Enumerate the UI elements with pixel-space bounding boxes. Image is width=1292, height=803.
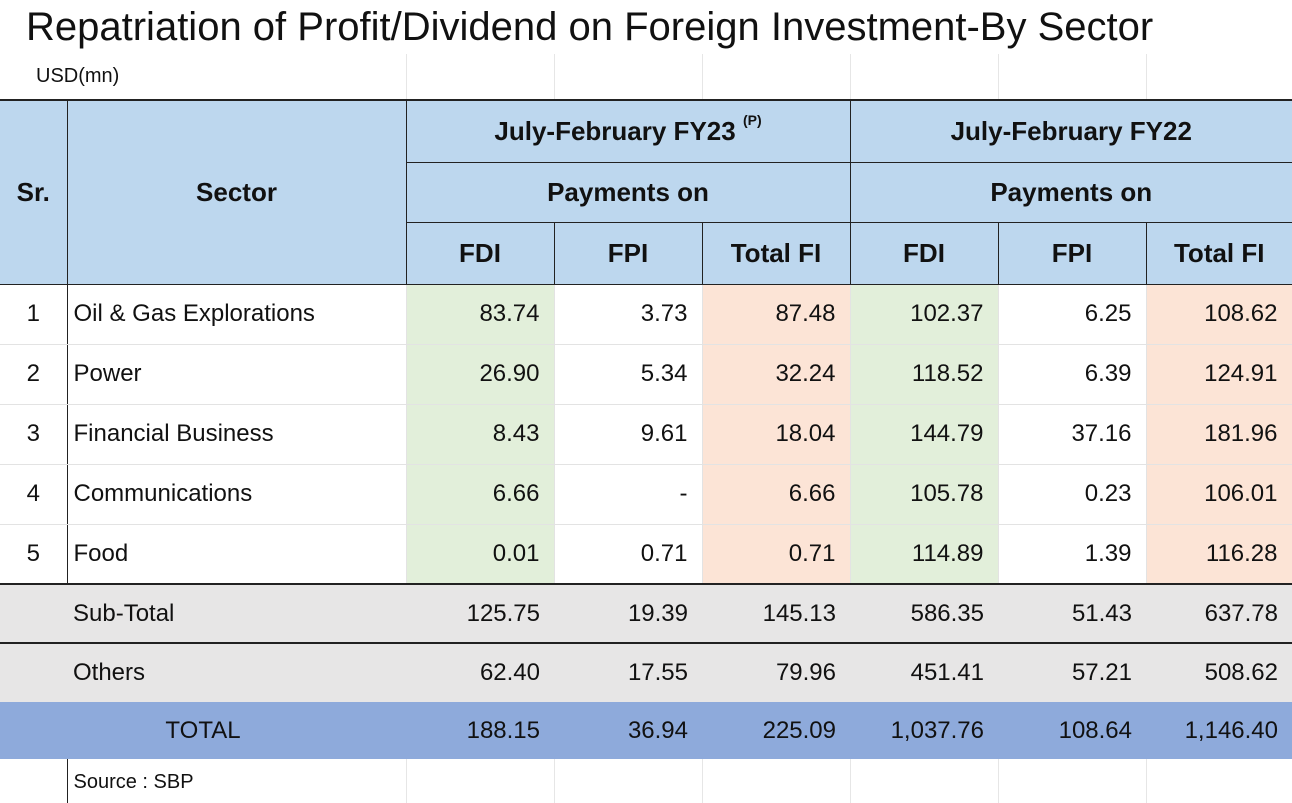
cell-fdi-fy22: 144.79 — [850, 404, 999, 465]
table-row: 5 Food 0.01 0.71 0.71 114.89 1.39 116.28 — [0, 524, 1292, 585]
row-sr: 4 — [0, 464, 68, 525]
cell-fpi-fy22: 6.25 — [998, 284, 1147, 345]
row-sector: Food — [67, 524, 407, 585]
source-row: Source : SBP — [0, 759, 1292, 803]
cell-fpi-fy23: - — [554, 464, 703, 525]
cell-fpi-fy22: 0.23 — [998, 464, 1147, 525]
row-sector: Financial Business — [67, 404, 407, 465]
header-sector: Sector — [66, 99, 407, 285]
source-note: Source : SBP — [67, 759, 407, 803]
subtotal-label: Sub-Total — [67, 584, 406, 644]
row-sector: Power — [67, 344, 407, 405]
cell-fpi-fy23: 5.34 — [554, 344, 703, 405]
row-sr: 5 — [0, 524, 68, 585]
total-label: TOTAL — [0, 702, 406, 759]
subtotal-fpi-fy22: 51.43 — [998, 584, 1146, 644]
cell-total-fi-fy22: 116.28 — [1146, 524, 1292, 585]
total-row: TOTAL 188.15 36.94 225.09 1,037.76 108.6… — [0, 702, 1292, 759]
page-title: Repatriation of Profit/Dividend on Forei… — [26, 5, 1154, 49]
cell-fpi-fy22: 37.16 — [998, 404, 1147, 465]
row-sector: Communications — [67, 464, 407, 525]
cell-fpi-fy22: 6.39 — [998, 344, 1147, 405]
cell-fdi-fy22: 102.37 — [850, 284, 999, 345]
total-total-fi-fy22: 1,146.40 — [1146, 702, 1292, 759]
header-fdi-fy23: FDI — [405, 221, 555, 285]
header-fpi-fy22: FPI — [997, 221, 1147, 285]
cell-fdi-fy23: 0.01 — [406, 524, 555, 585]
cell-fpi-fy22: 1.39 — [998, 524, 1147, 585]
others-fpi-fy23: 17.55 — [554, 643, 702, 702]
cell-total-fi-fy22: 181.96 — [1146, 404, 1292, 465]
cell-fdi-fy22: 118.52 — [850, 344, 999, 405]
cell-total-fi-fy23: 32.24 — [702, 344, 851, 405]
cell-fdi-fy23: 83.74 — [406, 284, 555, 345]
total-fpi-fy23: 36.94 — [554, 702, 702, 759]
provisional-note: (P) — [742, 111, 762, 128]
header-fpi-fy23: FPI — [553, 221, 703, 285]
others-fdi-fy22: 451.41 — [850, 643, 998, 702]
others-fpi-fy22: 57.21 — [998, 643, 1146, 702]
table-row: 1 Oil & Gas Explorations 83.74 3.73 87.4… — [0, 284, 1292, 345]
cell-fpi-fy23: 9.61 — [554, 404, 703, 465]
table-row: 2 Power 26.90 5.34 32.24 118.52 6.39 124… — [0, 344, 1292, 405]
others-fdi-fy23: 62.40 — [406, 643, 554, 702]
cell-total-fi-fy23: 6.66 — [702, 464, 851, 525]
header-fdi-fy22: FDI — [849, 221, 999, 285]
total-fdi-fy23: 188.15 — [406, 702, 554, 759]
cell-total-fi-fy23: 87.48 — [702, 284, 851, 345]
header-total-fi-fy23: Total FI — [701, 221, 851, 285]
subtotal-fdi-fy23: 125.75 — [406, 584, 554, 644]
cell-total-fi-fy23: 18.04 — [702, 404, 851, 465]
cell-fdi-fy23: 26.90 — [406, 344, 555, 405]
row-sr: 3 — [0, 404, 68, 465]
subtotal-row: Sub-Total 125.75 19.39 145.13 586.35 51.… — [0, 584, 1292, 644]
row-sr: 1 — [0, 284, 68, 345]
period-fy23-label: July-February FY23 — [494, 115, 736, 146]
others-label: Others — [67, 643, 406, 702]
subtotal-total-fi-fy23: 145.13 — [702, 584, 850, 644]
cell-total-fi-fy22: 124.91 — [1146, 344, 1292, 405]
total-total-fi-fy23: 225.09 — [702, 702, 850, 759]
cell-total-fi-fy23: 0.71 — [702, 524, 851, 585]
cell-fdi-fy22: 105.78 — [850, 464, 999, 525]
cell-total-fi-fy22: 106.01 — [1146, 464, 1292, 525]
header-row-columns: FDI FPI Total FI FDI FPI Total FI — [0, 221, 1292, 285]
repatriation-table: USD(mn) Sr. Sector July-February FY23 (P… — [0, 54, 1292, 803]
others-total-fi-fy22: 508.62 — [1146, 643, 1292, 702]
others-row: Others 62.40 17.55 79.96 451.41 57.21 50… — [0, 643, 1292, 702]
cell-fdi-fy22: 114.89 — [850, 524, 999, 585]
subtotal-fpi-fy23: 19.39 — [554, 584, 702, 644]
header-period-fy23: July-February FY23 (P) — [405, 99, 851, 163]
header-sr: Sr. — [0, 99, 68, 285]
row-sr: 2 — [0, 344, 68, 405]
header-payments-fy23: Payments on — [405, 161, 851, 223]
total-fpi-fy22: 108.64 — [998, 702, 1146, 759]
cell-total-fi-fy22: 108.62 — [1146, 284, 1292, 345]
total-fdi-fy22: 1,037.76 — [850, 702, 998, 759]
table-row: 3 Financial Business 8.43 9.61 18.04 144… — [0, 404, 1292, 465]
cell-fdi-fy23: 6.66 — [406, 464, 555, 525]
cell-fdi-fy23: 8.43 — [406, 404, 555, 465]
header-period-fy22: July-February FY22 — [849, 99, 1292, 163]
cell-fpi-fy23: 0.71 — [554, 524, 703, 585]
unit-row: USD(mn) — [0, 54, 1292, 101]
table-row: 4 Communications 6.66 - 6.66 105.78 0.23… — [0, 464, 1292, 525]
cell-fpi-fy23: 3.73 — [554, 284, 703, 345]
header-payments-fy22: Payments on — [849, 161, 1292, 223]
row-sector: Oil & Gas Explorations — [67, 284, 407, 345]
header-total-fi-fy22: Total FI — [1145, 221, 1292, 285]
unit-label: USD(mn) — [0, 54, 407, 101]
subtotal-total-fi-fy22: 637.78 — [1146, 584, 1292, 644]
header-row-period: Sr. Sector July-February FY23 (P) July-F… — [0, 99, 1292, 285]
subtotal-fdi-fy22: 586.35 — [850, 584, 998, 644]
others-total-fi-fy23: 79.96 — [702, 643, 850, 702]
